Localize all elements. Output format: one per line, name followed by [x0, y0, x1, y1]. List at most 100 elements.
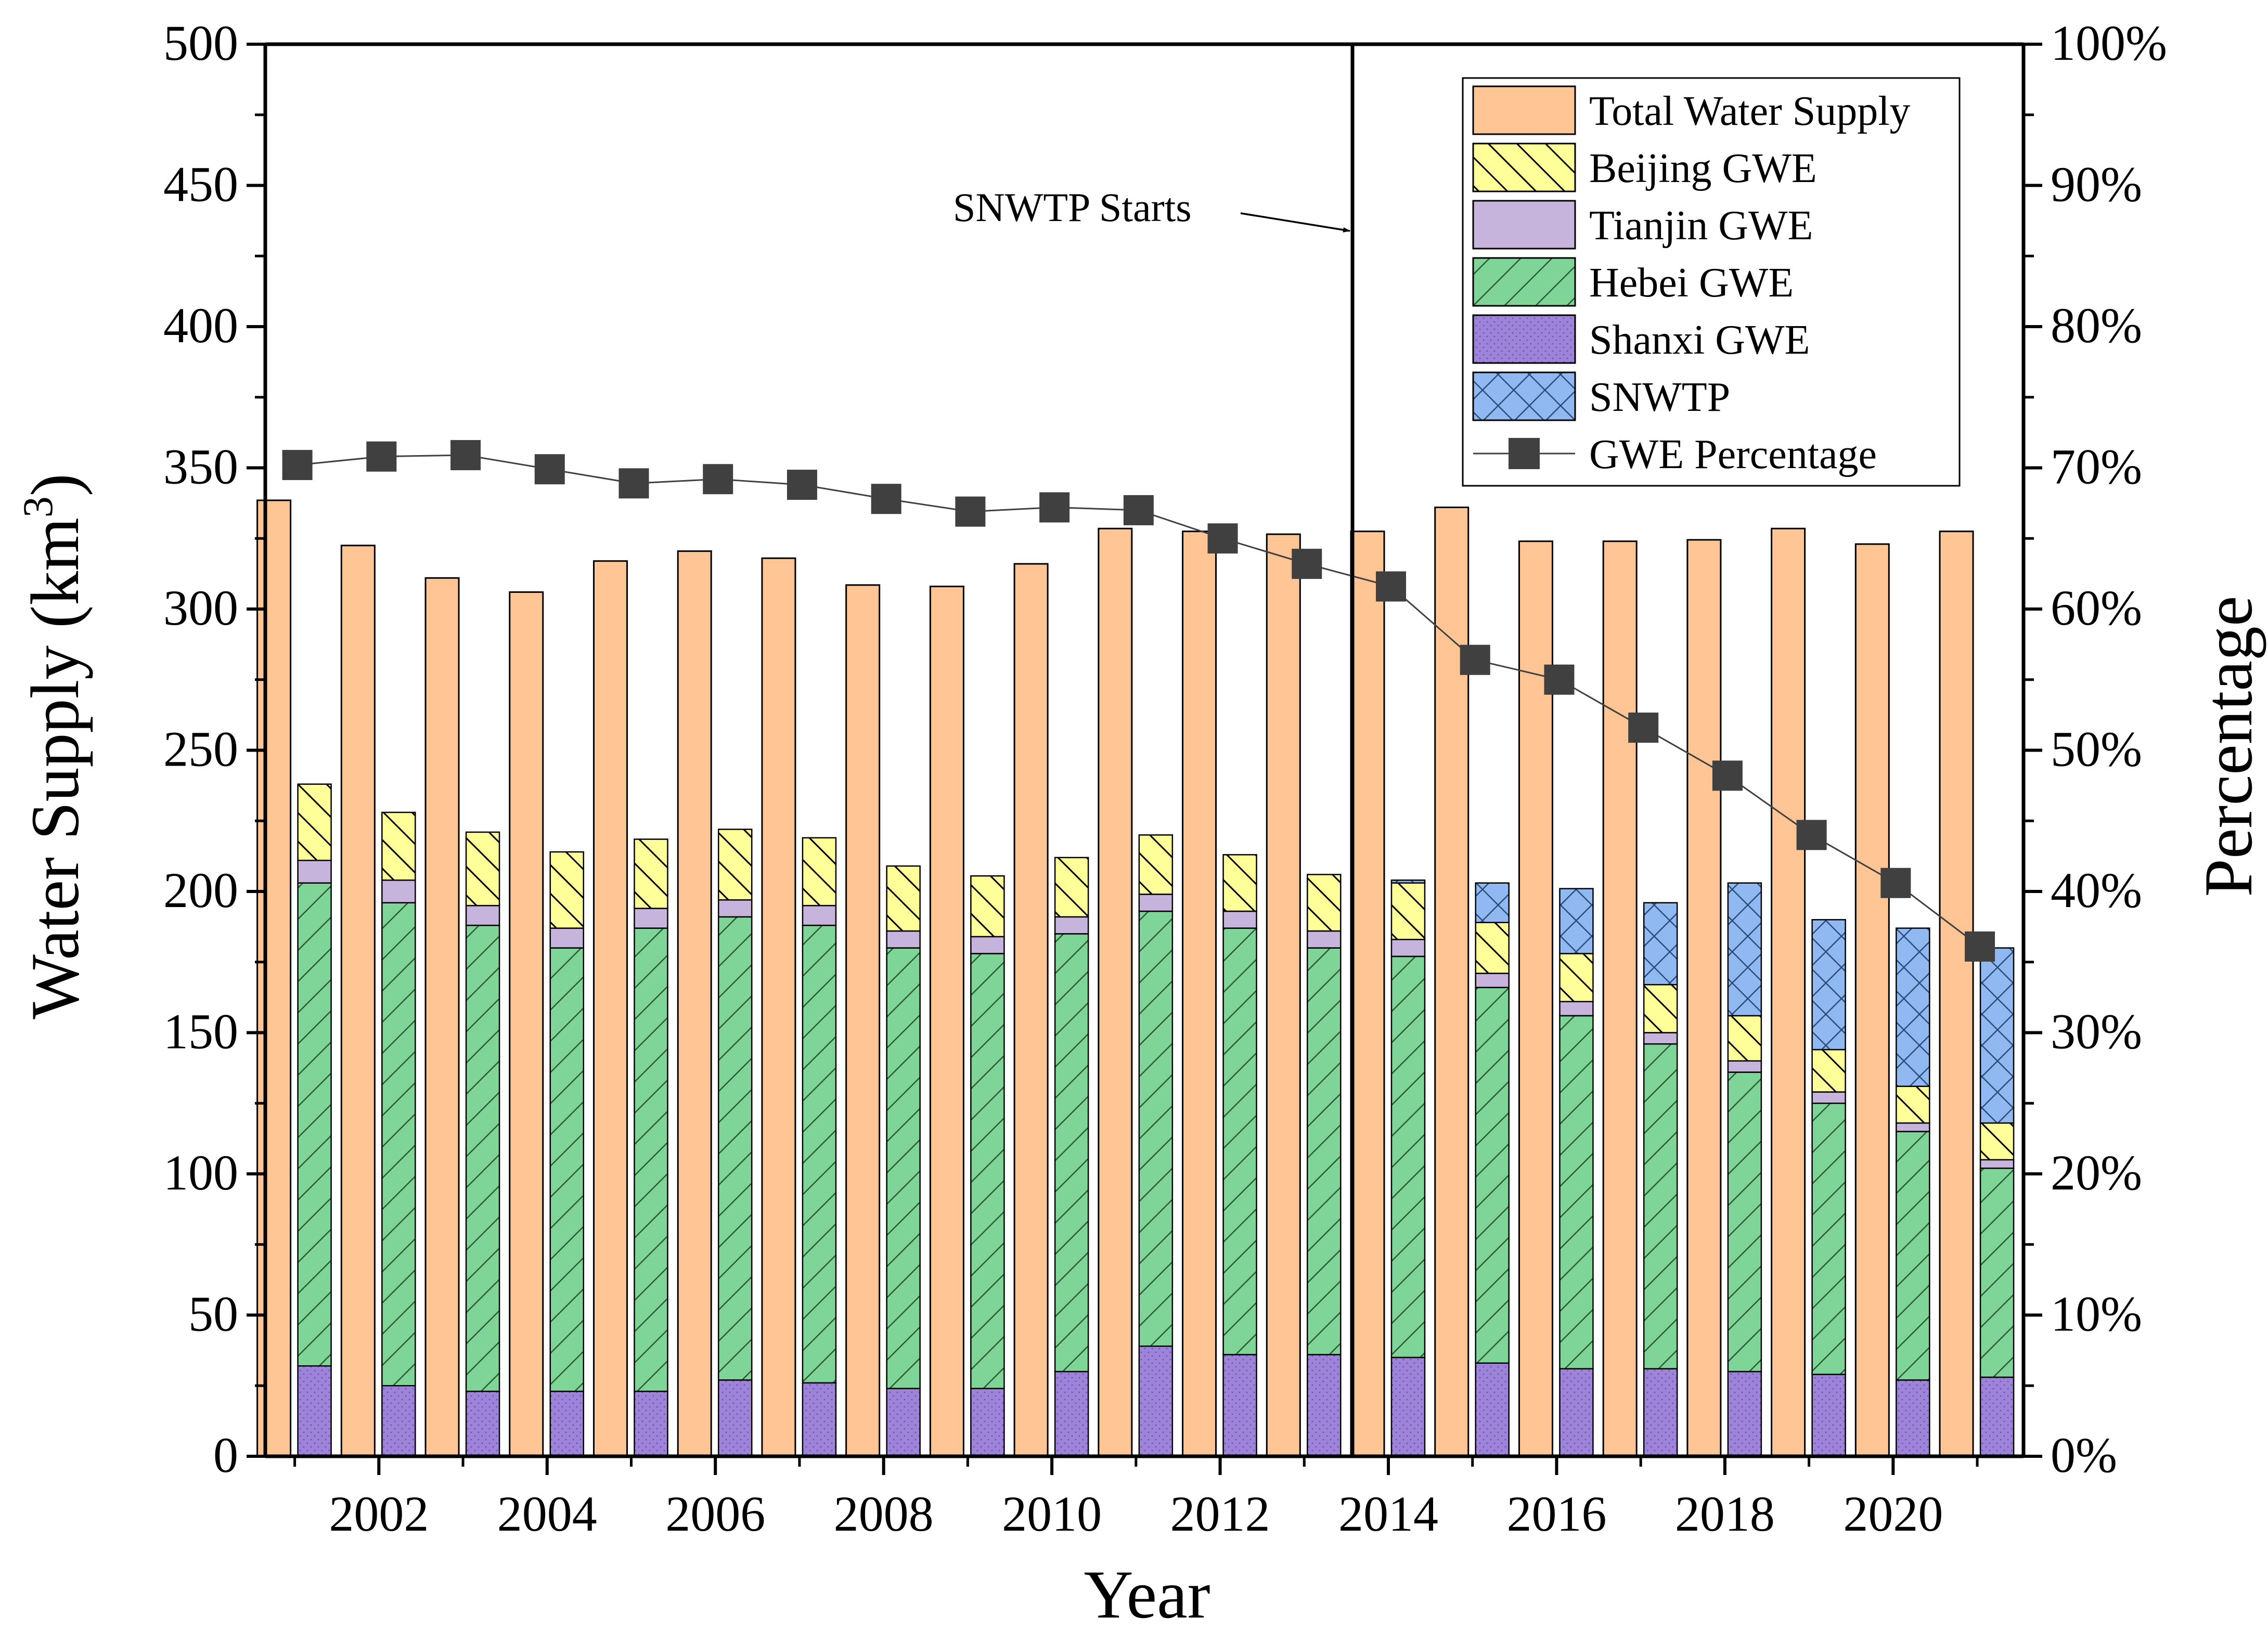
bar-tianjin-gwe-2007 [802, 904, 837, 926]
bar-total-water-supply-2004 [509, 591, 544, 1457]
bar-shanxi-gwe-2009 [970, 1388, 1005, 1457]
gwe-percentage-point-2016 [1544, 664, 1575, 695]
gwe-percentage-point-2019 [1796, 820, 1827, 850]
bar-beijing-gwe-2006 [717, 829, 753, 901]
y2-tick-label-7: 70% [2051, 439, 2142, 495]
bar-shanxi-gwe-2005 [634, 1390, 668, 1457]
bar-tianjin-gwe-2013 [1307, 930, 1342, 949]
bar-hebei-gwe-2019 [1811, 1103, 1846, 1375]
bar-shanxi-gwe-2008 [886, 1388, 921, 1457]
bar-tianjin-gwe-2015 [1475, 973, 1510, 988]
bar-tianjin-gwe-2021 [1979, 1159, 2015, 1169]
bar-tianjin-gwe-2012 [1222, 910, 1257, 929]
gwe-percentage-point-2006 [703, 464, 733, 495]
bar-beijing-gwe-2003 [465, 831, 500, 907]
legend: Total Water Supply Beijing GWE Tianjin G… [1462, 77, 1961, 487]
bar-hebei-gwe-2004 [549, 947, 585, 1392]
legend-entry-beijing-gwe: Beijing GWE [1472, 143, 1817, 192]
bar-beijing-gwe-2013 [1307, 874, 1342, 932]
legend-label-snwtp: SNWTP [1589, 374, 1730, 420]
bar-tianjin-gwe-2004 [549, 927, 585, 949]
y-tick-label-50: 50 [188, 1286, 238, 1342]
bar-hebei-gwe-2003 [465, 924, 500, 1392]
bar-hebei-gwe-2002 [381, 902, 416, 1387]
legend-label-hebei-gwe: Hebei GWE [1589, 260, 1794, 306]
bar-hebei-gwe-2011 [1138, 910, 1174, 1347]
y-axis-label-close: ) [17, 473, 93, 496]
bar-shanxi-gwe-2011 [1138, 1345, 1174, 1457]
y-tick-label-200: 200 [163, 862, 238, 918]
bar-beijing-gwe-2002 [381, 811, 416, 881]
bar-shanxi-gwe-2014 [1390, 1356, 1426, 1457]
bar-beijing-gwe-2011 [1138, 834, 1174, 895]
bar-shanxi-gwe-2016 [1559, 1368, 1594, 1457]
bar-total-water-supply-2007 [761, 557, 796, 1457]
x-tick-label-2014: 2014 [1338, 1486, 1438, 1542]
bar-total-water-supply-2020 [1854, 543, 1890, 1457]
gwe-percentage-point-2012 [1207, 523, 1238, 554]
bar-total-water-supply-2009 [929, 586, 964, 1457]
legend-marker-gwe-percentage [1509, 438, 1540, 469]
y2-tick-label-8: 80% [2051, 297, 2142, 353]
bar-tianjin-gwe-2006 [717, 899, 753, 918]
legend-label-total-water-supply: Total Water Supply [1589, 88, 1911, 134]
bar-total-water-supply-2012 [1182, 531, 1217, 1457]
x-tick-label-2004: 2004 [497, 1486, 597, 1542]
bar-hebei-gwe-2016 [1559, 1015, 1594, 1369]
bar-snwtp-2019 [1811, 919, 1846, 1051]
legend-swatch-total-water-supply [1472, 85, 1576, 135]
bar-beijing-gwe-2014 [1390, 882, 1426, 940]
bar-hebei-gwe-2020 [1896, 1131, 1930, 1381]
legend-label-tianjin-gwe: Tianjin GWE [1589, 203, 1813, 249]
gwe-percentage-point-2020 [1880, 868, 1911, 898]
legend-entry-hebei-gwe: Hebei GWE [1472, 257, 1794, 307]
y2-tick-label-1: 10% [2051, 1286, 2142, 1342]
bar-beijing-gwe-2018 [1727, 1015, 1762, 1062]
y2-tick-label-2: 20% [2051, 1145, 2142, 1200]
bar-snwtp-2021 [1979, 947, 2015, 1124]
legend-swatch-beijing-gwe [1472, 143, 1576, 192]
bar-hebei-gwe-2018 [1727, 1071, 1762, 1373]
bar-total-water-supply-2014 [1350, 531, 1385, 1457]
bar-hebei-gwe-2015 [1475, 987, 1510, 1364]
bar-shanxi-gwe-2006 [717, 1379, 753, 1457]
y-tick-label-150: 150 [163, 1004, 238, 1059]
bar-hebei-gwe-2006 [717, 916, 753, 1381]
bar-beijing-gwe-2001 [297, 783, 332, 861]
y-tick-label-100: 100 [163, 1145, 238, 1200]
bar-hebei-gwe-2005 [634, 927, 668, 1392]
gwe-percentage-point-2009 [955, 496, 986, 527]
y-tick-label-350: 350 [163, 439, 238, 495]
bar-beijing-gwe-2009 [970, 875, 1005, 938]
bar-total-water-supply-2019 [1771, 527, 1806, 1457]
bar-shanxi-gwe-2002 [381, 1385, 416, 1457]
bar-snwtp-2017 [1643, 902, 1678, 986]
bar-hebei-gwe-2012 [1222, 927, 1257, 1355]
gwe-percentage-point-2010 [1039, 492, 1070, 523]
y2-tick-label-5: 50% [2051, 721, 2142, 777]
bar-shanxi-gwe-2015 [1475, 1362, 1510, 1457]
legend-swatch-shanxi-gwe [1472, 314, 1576, 364]
legend-entry-tianjin-gwe: Tianjin GWE [1472, 200, 1813, 250]
x-tick-label-2016: 2016 [1506, 1486, 1606, 1542]
bar-shanxi-gwe-2013 [1307, 1354, 1342, 1457]
bar-tianjin-gwe-2019 [1811, 1091, 1846, 1104]
legend-label-gwe-percentage: GWE Percentage [1589, 432, 1877, 477]
bar-beijing-gwe-2007 [802, 837, 837, 907]
bar-total-water-supply-2021 [1939, 531, 1974, 1457]
bar-total-water-supply-2017 [1602, 540, 1638, 1457]
bar-hebei-gwe-2008 [886, 947, 921, 1389]
legend-entry-shanxi-gwe: Shanxi GWE [1472, 314, 1810, 364]
bar-shanxi-gwe-2004 [549, 1390, 585, 1457]
y2-tick-label-3: 30% [2051, 1004, 2142, 1059]
bar-shanxi-gwe-2003 [465, 1390, 500, 1457]
y-tick-label-0: 0 [213, 1427, 238, 1483]
legend-entry-gwe-percentage: GWE Percentage [1473, 432, 1877, 477]
snwtp-start-arrow [1240, 212, 1350, 232]
bar-shanxi-gwe-2012 [1222, 1354, 1257, 1457]
bar-tianjin-gwe-2001 [297, 860, 332, 884]
legend-swatch-tianjin-gwe [1472, 200, 1576, 250]
bar-beijing-gwe-2020 [1896, 1085, 1930, 1124]
